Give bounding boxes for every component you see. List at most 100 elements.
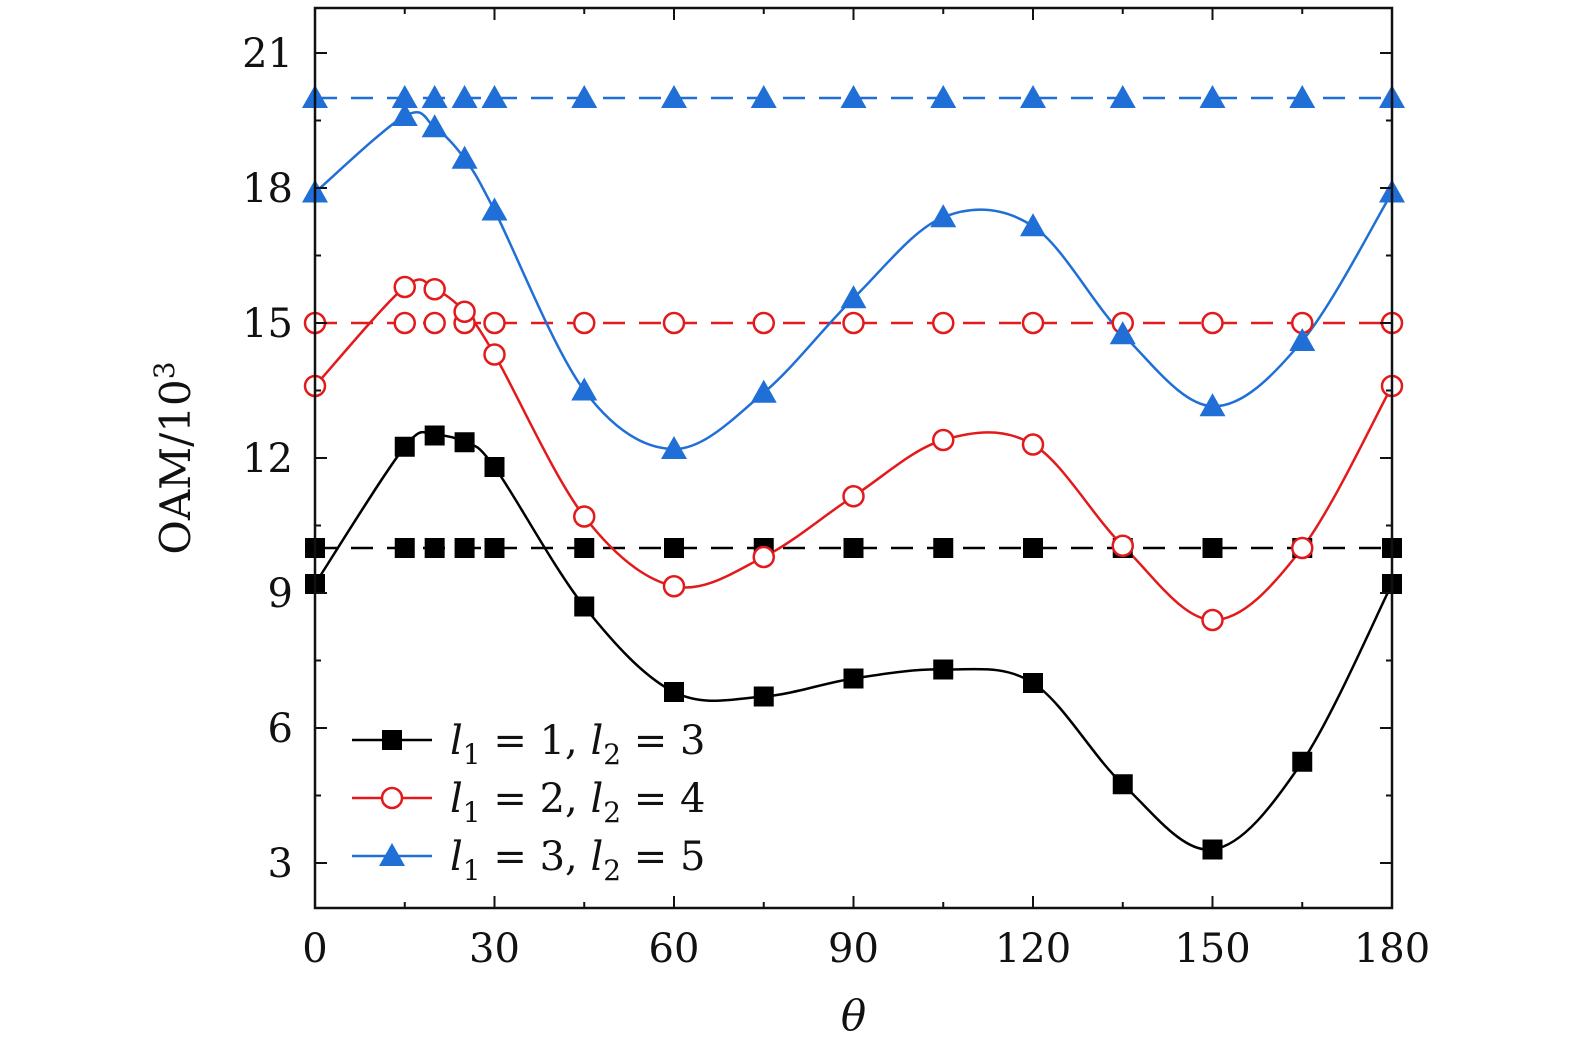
x-tick-label: 180 xyxy=(1354,926,1430,972)
x-tick-label: 60 xyxy=(649,926,700,972)
series-1-reference-point xyxy=(1202,538,1223,558)
series-1-reference-point xyxy=(454,538,475,558)
series-2-point xyxy=(662,575,686,598)
series-1-point xyxy=(933,659,954,680)
legend-marker xyxy=(382,730,402,750)
legend-label-part: = 3 xyxy=(621,718,705,764)
series-2-point xyxy=(453,300,476,323)
series-3-reference-point xyxy=(750,85,777,108)
y-tick-label: 9 xyxy=(268,571,293,617)
series-3-reference-point xyxy=(1199,85,1226,108)
series-2-point xyxy=(393,275,416,299)
legend-label-part: 1 xyxy=(463,738,481,771)
series-2-point xyxy=(483,343,506,366)
series-3-point xyxy=(750,379,777,403)
y-axis-title-main: OAM/10 xyxy=(151,379,200,554)
legend-label-part: l xyxy=(450,776,463,822)
series-3-point xyxy=(451,145,478,169)
series-3-point xyxy=(1109,321,1136,345)
series-3-reference-point xyxy=(930,85,957,108)
series-2-point xyxy=(423,278,446,301)
legend-label-part: l xyxy=(590,776,603,822)
y-tick-label: 18 xyxy=(242,166,293,212)
series-2-point xyxy=(752,545,775,569)
legend-label-part: 1 xyxy=(463,796,481,829)
legend-label-part: = 3, xyxy=(481,834,591,880)
y-tick-label: 21 xyxy=(242,31,293,77)
series-3-point xyxy=(840,285,867,309)
series-3-reference-point xyxy=(571,85,598,108)
series-3-point xyxy=(421,114,448,138)
legend-label-part: l xyxy=(450,834,463,880)
series-1-point xyxy=(753,686,774,707)
legend-marker xyxy=(380,786,404,810)
series-3-reference-point xyxy=(451,85,478,108)
series-3-point xyxy=(391,103,418,126)
series-2-point xyxy=(1021,433,1045,456)
x-tick-label: 90 xyxy=(828,926,879,972)
series-2-reference-point xyxy=(483,311,506,335)
series-2-point xyxy=(1201,608,1224,632)
legend-label-part: l xyxy=(590,718,603,764)
series-2-reference-point xyxy=(1021,311,1045,335)
series-1-point xyxy=(394,436,415,457)
series-3-point xyxy=(1020,213,1046,237)
series-1-point xyxy=(454,432,475,453)
legend-label-part: l xyxy=(590,834,603,880)
y-tick-label: 3 xyxy=(268,841,293,887)
legend-label: l1 = 3, l2 = 5 xyxy=(450,834,705,887)
series-3-point xyxy=(481,197,508,221)
series-3-point xyxy=(1199,393,1226,417)
series-3-reference-point xyxy=(840,85,867,108)
series-2-point xyxy=(932,428,955,452)
y-tick-label: 12 xyxy=(242,436,293,482)
series-3-reference-point xyxy=(661,85,687,108)
series-2-point xyxy=(1111,534,1134,557)
series-1-reference-point xyxy=(424,538,445,558)
series-1-reference-point xyxy=(394,538,415,558)
series-3-reference-point xyxy=(1109,85,1136,108)
legend-label-part: 2 xyxy=(603,738,621,771)
series-2-point xyxy=(573,505,596,528)
series-2-reference-point xyxy=(842,311,865,335)
series-3-reference-point xyxy=(421,85,448,108)
series-2-reference-point xyxy=(932,311,955,335)
plot-frame xyxy=(313,6,1394,910)
series-2-reference-point xyxy=(1201,311,1224,335)
series-1-reference-point xyxy=(664,538,684,558)
axis-ticks xyxy=(314,8,1393,908)
legend: l1 = 1, l2 = 3l1 = 2, l2 = 4l1 = 3, l2 =… xyxy=(352,718,705,887)
series-2-point xyxy=(842,485,865,508)
y-axis-title-superscript: 3 xyxy=(148,361,181,379)
y-tick-label: 6 xyxy=(268,706,293,752)
x-tick-label: 150 xyxy=(1174,926,1250,972)
series-1-point xyxy=(1202,839,1223,860)
legend-label: l1 = 2, l2 = 4 xyxy=(450,776,705,829)
x-tick-label: 120 xyxy=(995,926,1071,972)
series-1-reference-point xyxy=(933,538,954,558)
series-2-point xyxy=(1291,536,1314,560)
series-3-reference-point xyxy=(391,85,418,108)
series-3-point xyxy=(661,436,687,459)
series-1-point xyxy=(843,668,864,689)
series-3-curve xyxy=(315,110,1392,451)
series-1-reference-point xyxy=(484,538,505,558)
series-1-point xyxy=(1112,774,1133,795)
x-tick-label: 0 xyxy=(302,926,327,972)
series-1-reference-point xyxy=(574,538,595,558)
series-1-point xyxy=(1292,751,1313,772)
series-2-reference-point xyxy=(423,311,446,335)
series-3-point xyxy=(1289,328,1316,351)
legend-label-part: = 2, xyxy=(481,776,591,822)
legend-marker xyxy=(379,843,405,866)
legend-label-part: = 1, xyxy=(481,718,591,764)
legend-label-part: 1 xyxy=(463,854,481,887)
series-3-reference-point xyxy=(1020,85,1046,108)
series-1-point xyxy=(664,682,684,702)
legend-label-part: l xyxy=(450,718,463,764)
y-tick-label: 15 xyxy=(242,301,293,347)
series-1-point xyxy=(424,425,445,446)
legend-label-part: 2 xyxy=(603,854,621,887)
